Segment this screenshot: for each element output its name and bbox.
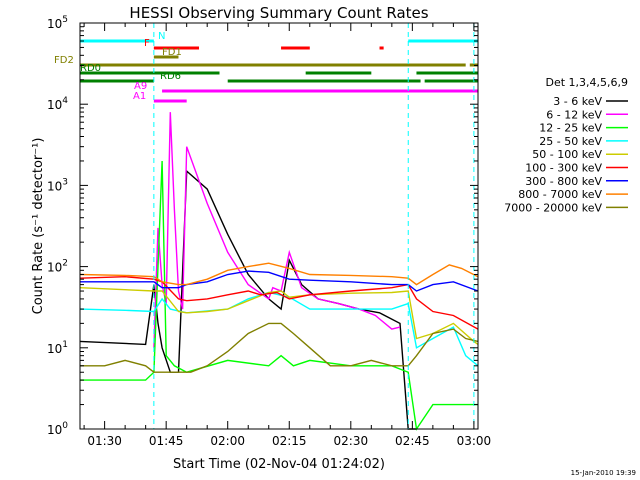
series-line: [79, 287, 479, 345]
flag-label-a1: A1: [133, 91, 146, 102]
legend-entry-label: 6 - 12 keV: [546, 108, 602, 121]
legend-entry-label: 7000 - 20000 keV: [504, 201, 602, 214]
legend-entry-label: 300 - 800 keV: [525, 175, 602, 188]
series-lines: [79, 112, 479, 431]
flag-label-rd0: RD0: [80, 63, 101, 74]
x-tick-label: 01:45: [149, 434, 184, 448]
flag-label-rd6: RD6: [160, 71, 181, 82]
series-line: [80, 322, 479, 373]
series-line: [79, 275, 479, 330]
series-line: [79, 169, 417, 430]
flag-label-fd2: FD2: [54, 55, 74, 66]
legend-entry-label: 800 - 7000 keV: [518, 188, 602, 201]
flag-label-a9: A9: [134, 81, 147, 92]
series-line: [153, 112, 401, 348]
x-tick-label: 03:00: [457, 434, 492, 448]
x-axis-ticks: 01:30 01:45 02:00 02:15 02:30 02:45 03:00: [83, 23, 492, 448]
legend-entry-label: 3 - 6 keV: [553, 95, 602, 108]
series-line: [80, 160, 478, 431]
x-tick-label: 02:30: [334, 434, 369, 448]
series-line: [80, 270, 479, 292]
series-line: [79, 262, 479, 286]
flag-label-n: N: [158, 31, 165, 42]
x-tick-label: 02:00: [210, 434, 245, 448]
x-tick-label: 01:30: [87, 434, 122, 448]
legend-entry-label: 12 - 25 keV: [539, 122, 602, 135]
y-tick-label: 103: [47, 177, 68, 193]
legend-entry-label: 50 - 100 keV: [532, 148, 602, 161]
legend-entry-label: 100 - 300 keV: [525, 162, 602, 175]
timestamp: 15-Jan-2010 19:39: [571, 469, 636, 477]
y-axis-ticks: 100 101 102 103 104 105: [47, 15, 478, 437]
vertical-markers: [153, 23, 475, 429]
y-axis-label: Count Rate (s⁻¹ detector⁻¹): [31, 138, 46, 315]
x-tick-label: 02:45: [395, 434, 430, 448]
y-tick-label: 100: [47, 421, 68, 437]
y-tick-label: 104: [47, 96, 68, 112]
legend-title: Det 1,3,4,5,6,9: [545, 76, 628, 89]
x-tick-label: 02:15: [272, 434, 307, 448]
flag-label-fd1: FD1: [162, 47, 182, 58]
series-line: [79, 291, 479, 367]
legend-entry-label: 25 - 50 keV: [539, 135, 602, 148]
x-axis-label: Start Time (02-Nov-04 01:24:02): [173, 457, 385, 472]
flag-label-f: F: [144, 38, 150, 49]
y-tick-label: 105: [47, 15, 68, 31]
plot-frame: [79, 22, 479, 430]
y-tick-label: 101: [47, 340, 68, 356]
chart-title: HESSI Observing Summary Count Rates: [129, 4, 428, 22]
y-tick-label: 102: [47, 259, 68, 275]
